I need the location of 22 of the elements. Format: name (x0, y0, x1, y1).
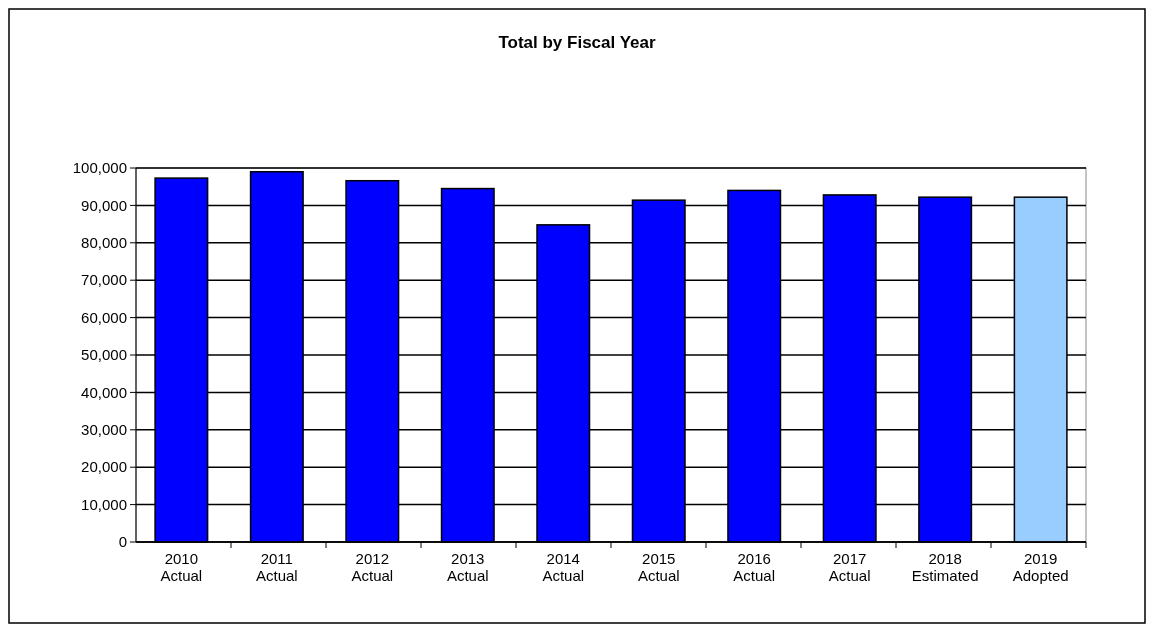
x-tick-label: 2014 Actual (542, 550, 585, 584)
x-tick-label: 2019 Adopted (1012, 550, 1069, 584)
y-tick-label: 100,000 (72, 159, 127, 177)
y-tick-label: 10,000 (81, 495, 127, 513)
chart-title: Total by Fiscal Year (498, 33, 656, 52)
y-tick-label: 60,000 (81, 308, 127, 326)
x-tick-label: 2012 Actual (351, 550, 394, 584)
y-tick-label: 50,000 (81, 346, 127, 364)
y-tick-label: 0 (118, 533, 127, 551)
y-tick-label: 80,000 (81, 234, 127, 252)
x-tick-label: 2011 Actual (255, 550, 298, 584)
y-tick-label: 20,000 (81, 458, 127, 476)
y-tick-label: 70,000 (81, 271, 127, 289)
x-tick-label: 2018 Estimated (911, 550, 979, 584)
x-tick-label: 2017 Actual (828, 550, 871, 584)
x-tick-label: 2010 Actual (160, 550, 203, 584)
x-tick-label: 2015 Actual (637, 550, 680, 584)
x-tick-label: 2016 Actual (733, 550, 776, 584)
y-tick-label: 90,000 (81, 196, 127, 214)
y-tick-label: 40,000 (81, 383, 127, 401)
x-tick-label: 2013 Actual (446, 550, 489, 584)
y-tick-label: 30,000 (81, 421, 127, 439)
